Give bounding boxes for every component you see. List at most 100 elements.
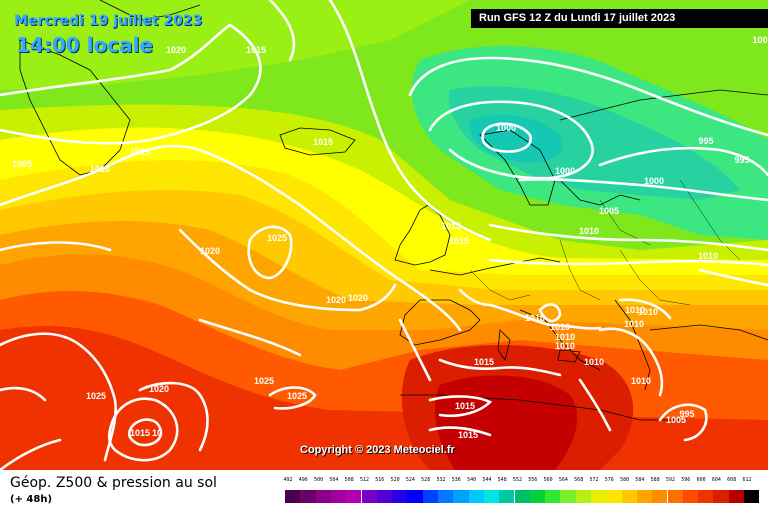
isobar-label: 1025 (86, 391, 106, 401)
isobar-label: 1000 (555, 166, 575, 176)
legend-tick-label: 512 (359, 477, 370, 483)
legend-swatch (575, 490, 591, 503)
isobar-label: 1010 (555, 341, 575, 351)
legend-tick-label: 608 (727, 477, 737, 483)
isobar-label: 1015 (313, 137, 333, 147)
legend-tick-label: 504 (329, 477, 339, 483)
legend-swatch (591, 490, 607, 503)
legend-tick-label: 524 (405, 477, 415, 483)
legend-tick-label: 588 (650, 477, 660, 483)
legend-tick-label: 528 (421, 477, 431, 483)
isobar-label: 1015 (130, 428, 150, 438)
isobar-label: 10 (152, 428, 162, 438)
legend-swatch (514, 490, 530, 503)
isobar-label: 1010 (90, 164, 110, 174)
legend-swatch (728, 490, 744, 503)
legend-swatch (713, 490, 729, 503)
isobar-label: 1005 (599, 206, 619, 216)
isobar-label: 1010 (624, 319, 644, 329)
isobar-label: 1025 (254, 376, 274, 386)
legend-tick-label: 560 (543, 477, 553, 483)
isobar-label: 995 (734, 155, 749, 165)
isobar-label: 995 (698, 136, 713, 146)
isobar-label: 1020 (326, 295, 346, 305)
isobar-label: 1015 (474, 357, 494, 367)
isobar-label: 1005 (666, 415, 686, 425)
isobar-label: 1010 (555, 332, 575, 342)
isobar-label: 1000 (496, 123, 516, 133)
isobar-label: 1015 (246, 45, 266, 55)
legend-tick-label: 540 (467, 477, 477, 483)
legend-swatch (499, 490, 515, 503)
forecast-time: 14:00 locale (16, 33, 153, 57)
legend-tick-label: 572 (589, 477, 599, 483)
geopotential-fill (0, 0, 768, 470)
legend-tick-label: 516 (375, 477, 385, 483)
isobar-label: 1010 (550, 322, 570, 332)
isobar-label: 1010 (698, 251, 718, 261)
isobar-lines (0, 0, 768, 470)
isobar-label: 1015 (449, 236, 469, 246)
legend-swatch (392, 490, 408, 503)
legend-swatch (346, 490, 362, 503)
legend-swatch (438, 490, 454, 503)
isobar-label: 1020 (166, 45, 186, 55)
legend-swatch (315, 490, 331, 503)
legend-tick-label: 596 (681, 477, 691, 483)
legend-swatch (744, 490, 760, 503)
legend-swatch (545, 490, 561, 503)
legend-swatch (468, 490, 484, 503)
isobar-label: 1015 (455, 401, 475, 411)
isobar-label: 1025 (287, 391, 307, 401)
legend-tick-label: 508 (344, 477, 354, 483)
legend-swatch (529, 490, 546, 503)
legend-tick-label: 576 (604, 477, 614, 483)
isobar-label: 1010 (625, 305, 645, 315)
isobar-label: 1020 (149, 384, 169, 394)
legend-tick-label: 500 (314, 477, 324, 483)
legend-tick-label: 568 (574, 477, 584, 483)
legend-swatch (652, 490, 668, 503)
legend-tick-label: 544 (482, 477, 492, 483)
legend-tick-label: 604 (711, 477, 721, 483)
isobar-label: 1020 (348, 293, 368, 303)
legend-swatch (667, 490, 683, 503)
isobar-label: 1010 (579, 226, 599, 236)
legend-tick-label: 492 (283, 477, 293, 483)
legend-tick-label: 520 (390, 477, 400, 483)
map-title: Géop. Z500 & pression au sol (10, 475, 217, 491)
legend-swatch (606, 490, 622, 503)
legend-tick-label: 564 (558, 477, 568, 483)
legend-swatch (300, 490, 316, 503)
isobar-label: 1015 (441, 221, 461, 231)
isobar-label: 1010 (631, 376, 651, 386)
isobar-label: 1005 (12, 159, 32, 169)
legend-swatch (330, 490, 347, 503)
legend-tick-label: 496 (298, 477, 308, 483)
legend-swatch (636, 490, 653, 503)
legend-tick-label: 592 (665, 477, 676, 483)
legend-swatch (376, 490, 393, 503)
legend-tick-label: 600 (696, 477, 706, 483)
isobar-label: 1000 (644, 176, 664, 186)
legend-tick-label: 548 (497, 477, 507, 483)
copyright-notice: Copyright © 2023 Meteociel.fr (300, 444, 455, 456)
legend-tick-label: 532 (436, 477, 446, 483)
legend-tick-label: 580 (620, 477, 630, 483)
legend-tick-label: 612 (742, 477, 752, 483)
legend-tick-label: 556 (528, 477, 538, 483)
isobar-label: 1015 (458, 430, 478, 440)
isobar-label: 1020 (200, 246, 220, 256)
legend-swatch (361, 490, 377, 503)
isobar-label: 1025 (267, 233, 287, 243)
color-scale-legend: 492 496 500 504 508 512 516 520 524 528 532 536 540 5… (282, 477, 760, 510)
legend-swatch (285, 490, 301, 503)
legend-swatch (682, 490, 699, 503)
legend-swatch (560, 490, 576, 503)
model-run-info: Run GFS 12 Z du Lundi 17 juillet 2023 (471, 9, 768, 28)
legend-swatch (621, 490, 637, 503)
isobar-label: 995 (679, 409, 694, 419)
legend-swatch (483, 490, 500, 503)
